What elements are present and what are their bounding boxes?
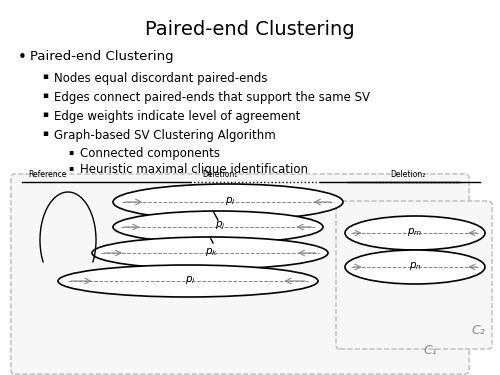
Text: ▪: ▪ xyxy=(42,129,48,138)
Text: $p_m$: $p_m$ xyxy=(408,226,422,238)
Ellipse shape xyxy=(58,265,318,297)
Text: C₁: C₁ xyxy=(423,344,437,357)
Text: $p_j$: $p_j$ xyxy=(214,220,226,232)
Text: ▪: ▪ xyxy=(68,163,73,172)
Text: Paired-end Clustering: Paired-end Clustering xyxy=(30,50,174,63)
Text: ▪: ▪ xyxy=(42,91,48,100)
Text: $p_i$: $p_i$ xyxy=(224,195,235,207)
Text: Deletion₁: Deletion₁ xyxy=(202,170,237,179)
Text: $p_n$: $p_n$ xyxy=(408,260,422,272)
Ellipse shape xyxy=(92,237,328,269)
Text: ▪: ▪ xyxy=(68,147,73,156)
Text: C₂: C₂ xyxy=(471,324,485,337)
Ellipse shape xyxy=(113,184,343,220)
Text: Deletion₂: Deletion₂ xyxy=(390,170,426,179)
Text: Nodes equal discordant paired-ends: Nodes equal discordant paired-ends xyxy=(54,72,268,85)
Text: Edges connect paired-ends that support the same SV: Edges connect paired-ends that support t… xyxy=(54,91,370,104)
FancyBboxPatch shape xyxy=(336,201,492,349)
Text: ▪: ▪ xyxy=(42,110,48,119)
Text: Graph-based SV Clustering Algorithm: Graph-based SV Clustering Algorithm xyxy=(54,129,276,142)
Text: $p_l$: $p_l$ xyxy=(184,274,196,286)
Text: $p_k$: $p_k$ xyxy=(206,246,218,258)
Text: Paired-end Clustering: Paired-end Clustering xyxy=(145,20,355,39)
FancyBboxPatch shape xyxy=(11,174,469,374)
Text: •: • xyxy=(18,50,27,65)
Text: ▪: ▪ xyxy=(42,72,48,81)
Ellipse shape xyxy=(345,216,485,250)
Text: Edge weights indicate level of agreement: Edge weights indicate level of agreement xyxy=(54,110,300,123)
Text: Reference: Reference xyxy=(28,170,66,179)
Ellipse shape xyxy=(113,211,323,243)
Text: Heuristic maximal clique identification: Heuristic maximal clique identification xyxy=(80,163,308,176)
Text: Connected components: Connected components xyxy=(80,147,220,160)
Ellipse shape xyxy=(345,250,485,284)
